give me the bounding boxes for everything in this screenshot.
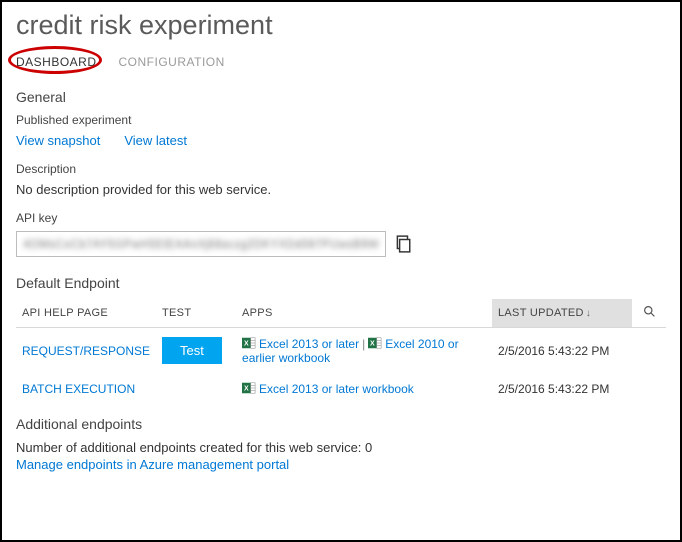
page-title: credit risk experiment: [16, 10, 666, 41]
tab-configuration[interactable]: CONFIGURATION: [119, 55, 225, 69]
tab-dashboard[interactable]: DASHBOARD: [16, 55, 97, 69]
svg-text:X: X: [244, 386, 249, 393]
sort-desc-icon: ↓: [586, 308, 591, 319]
batch-execution-link[interactable]: BATCH EXECUTION: [22, 382, 135, 396]
col-last-updated-label: LAST UPDATED: [498, 307, 584, 319]
additional-endpoints-count: Number of additional endpoints created f…: [16, 440, 666, 455]
tabs: DASHBOARD CONFIGURATION: [16, 55, 666, 69]
col-test[interactable]: TEST: [156, 299, 236, 328]
svg-text:X: X: [244, 341, 249, 348]
api-key-field[interactable]: 4OMsCoCb7AY5GPwH5EtEAAnXj68aczg2DKYXDd08…: [16, 231, 386, 257]
general-heading: General: [16, 89, 666, 105]
description-label: Description: [16, 162, 666, 176]
endpoint-table: API HELP PAGE TEST APPS LAST UPDATED↓ RE…: [16, 299, 666, 404]
col-api-help[interactable]: API HELP PAGE: [16, 299, 156, 328]
col-search: [632, 299, 666, 328]
last-updated-value: 2/5/2016 5:43:22 PM: [492, 328, 632, 374]
excel-icon: X: [368, 336, 382, 350]
svg-text:X: X: [370, 341, 375, 348]
manage-endpoints-link[interactable]: Manage endpoints in Azure management por…: [16, 457, 289, 472]
api-key-row: 4OMsCoCb7AY5GPwH5EtEAAnXj68aczg2DKYXDd08…: [16, 231, 666, 257]
additional-endpoints-heading: Additional endpoints: [16, 416, 666, 432]
default-endpoint-heading: Default Endpoint: [16, 275, 666, 291]
view-snapshot-link[interactable]: View snapshot: [16, 133, 100, 148]
api-key-label: API key: [16, 211, 666, 225]
request-response-link[interactable]: REQUEST/RESPONSE: [22, 344, 150, 358]
published-experiment-label: Published experiment: [16, 113, 666, 127]
description-text: No description provided for this web ser…: [16, 182, 666, 197]
view-latest-link[interactable]: View latest: [124, 133, 187, 148]
search-icon[interactable]: [638, 305, 660, 318]
separator: |: [362, 337, 365, 351]
copy-icon[interactable]: [394, 235, 412, 253]
published-links: View snapshot View latest: [16, 133, 666, 148]
excel-icon: X: [242, 381, 256, 395]
excel-2013-workbook-link[interactable]: Excel 2013 or later workbook: [259, 382, 414, 396]
excel-icon: X: [242, 336, 256, 350]
table-row: BATCH EXECUTION X Excel 2013 or later wor…: [16, 373, 666, 404]
excel-2013-link[interactable]: Excel 2013 or later: [259, 337, 359, 351]
col-last-updated[interactable]: LAST UPDATED↓: [492, 299, 632, 328]
table-row: REQUEST/RESPONSE Test X Excel 2013 or lat…: [16, 328, 666, 374]
last-updated-value: 2/5/2016 5:43:22 PM: [492, 373, 632, 404]
col-apps[interactable]: APPS: [236, 299, 492, 328]
test-button[interactable]: Test: [162, 337, 222, 364]
table-header-row: API HELP PAGE TEST APPS LAST UPDATED↓: [16, 299, 666, 328]
